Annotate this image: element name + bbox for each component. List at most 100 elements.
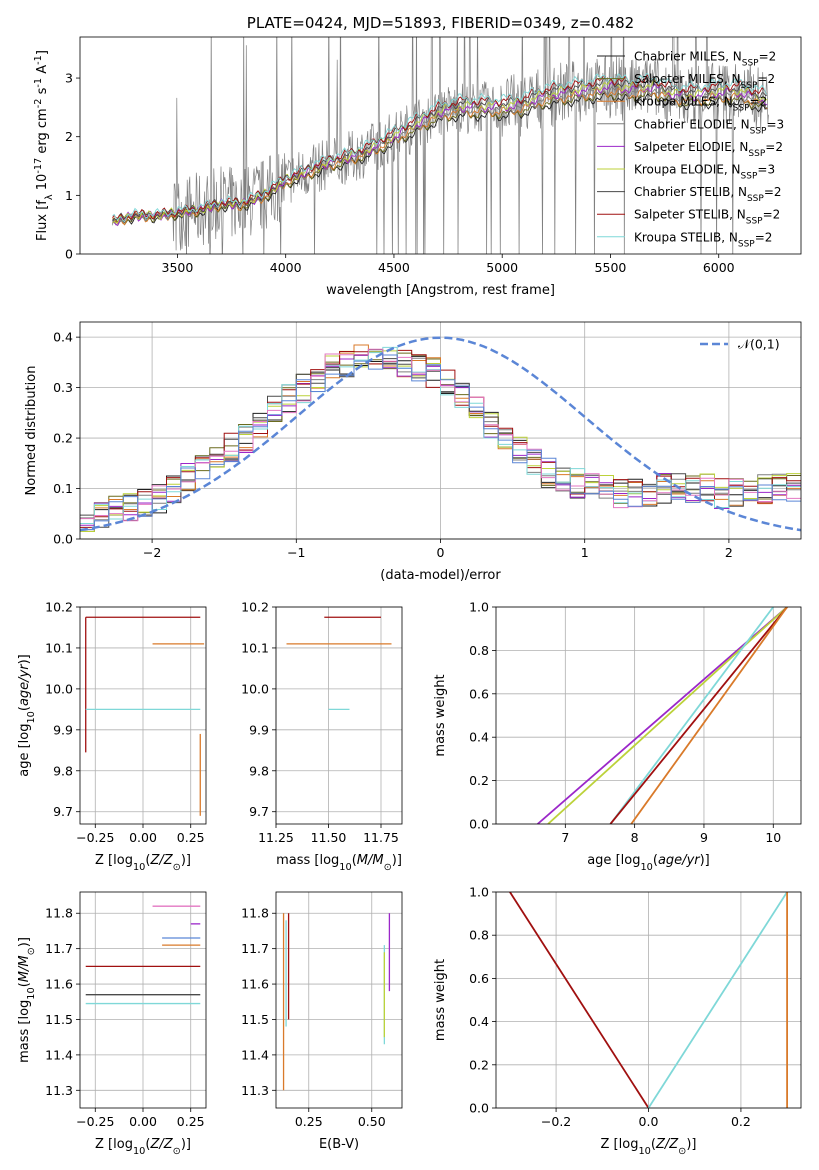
x-tick-label: 9 [700, 830, 708, 845]
legend-label: Salpeter STELIB, NSSP=2 [634, 208, 780, 227]
legend-label: Salpeter MILES, NSSP=2 [634, 72, 775, 91]
y-tick-label: 11.6 [241, 977, 269, 992]
y-tick-label: 0.0 [469, 1101, 489, 1116]
axes-frame [79, 36, 802, 255]
x-tick-label: 2 [725, 545, 733, 560]
y-tick-label: 0.8 [469, 928, 489, 943]
axes-layer [76, 36, 802, 1112]
y-axis-label: mass [log10(M/M⊙)] [17, 937, 37, 1063]
x-axis-label: (data-model)/error [380, 568, 501, 583]
y-tick-label: 11.3 [45, 1083, 73, 1098]
y-tick-label: 10.0 [45, 681, 73, 696]
text-layer: 3500 4000 4500 5000 5500 6000 0 1 2 3 wavelength [… [17, 14, 781, 1157]
y-tick-label: 0 [65, 247, 73, 262]
legend-label: Kroupa ELODIE, NSSP=3 [634, 163, 775, 182]
y-axis-label: Normed distribution [24, 366, 39, 496]
y-tick-label: 11.4 [241, 1047, 269, 1062]
x-tick-label: 0.00 [129, 830, 157, 845]
y-tick-label: 11.5 [45, 1012, 73, 1027]
y-tick-label: 0.8 [469, 643, 489, 658]
x-tick-label: 0.25 [295, 1114, 323, 1129]
y-tick-label: 11.8 [241, 906, 269, 921]
y-tick-label: 11.4 [45, 1047, 73, 1062]
y-tick-label: 11.6 [45, 977, 73, 992]
y-axis-label: age [log10(age/yr)] [17, 654, 37, 777]
x-tick-label: 4000 [270, 260, 302, 275]
x-tick-label: −0.2 [541, 1114, 571, 1129]
x-tick-label: −0.25 [76, 830, 114, 845]
x-tick-label: 11.75 [363, 830, 399, 845]
x-tick-label: 0.2 [731, 1114, 751, 1129]
x-tick-label: 0.25 [177, 830, 205, 845]
x-tick-label: 0.25 [177, 1114, 205, 1129]
y-tick-label: 0.1 [53, 481, 73, 496]
cumulative-line [630, 607, 788, 824]
normal-curve-line [80, 336, 801, 532]
y-tick-label: 11.8 [45, 906, 73, 921]
y-tick-label: 9.9 [249, 722, 269, 737]
y-tick-label: 10.2 [241, 600, 269, 615]
x-axis-label: age [log10(age/yr)] [587, 853, 710, 873]
model-spectrum-line [112, 72, 768, 223]
x-tick-label: 1 [581, 545, 589, 560]
x-tick-label: 3500 [162, 260, 194, 275]
x-tick-label: 6000 [703, 260, 735, 275]
x-axis-label: wavelength [Angstrom, rest frame] [326, 283, 555, 298]
cumulative-line [509, 892, 650, 1108]
x-axis-label: E(B-V) [319, 1137, 359, 1152]
x-tick-label: 11.25 [258, 830, 294, 845]
y-tick-label: 3 [65, 71, 73, 86]
y-tick-label: 0.4 [469, 730, 489, 745]
y-axis-label: Flux [fλ 10-17 erg cm-2 s-1 A-1] [33, 50, 55, 241]
y-tick-label: 11.3 [241, 1083, 269, 1098]
legend-label: Chabrier MILES, NSSP=2 [634, 50, 776, 69]
x-tick-label: −2 [143, 545, 161, 560]
chart-title: PLATE=0424, MJD=51893, FIBERID=0349, z=0… [247, 14, 634, 32]
x-tick-label: 0.00 [129, 1114, 157, 1129]
y-tick-label: 9.7 [249, 804, 269, 819]
y-tick-label: 0.0 [469, 817, 489, 832]
y-tick-label: 0.3 [53, 380, 73, 395]
y-tick-label: 9.9 [53, 722, 73, 737]
y-tick-label: 10.0 [241, 681, 269, 696]
y-tick-label: 0.6 [469, 686, 489, 701]
cumulative-line [609, 607, 788, 824]
y-tick-label: 11.7 [45, 941, 73, 956]
y-tick-label: 0.4 [469, 1014, 489, 1029]
legend-layer: Chabrier MILES, NSSP=2 Salpeter MILES, NS… [597, 50, 784, 352]
x-tick-label: 10 [765, 830, 781, 845]
legend-label: 𝒩(0,1) [738, 337, 780, 352]
x-tick-label: 5000 [486, 260, 518, 275]
axes-frame [275, 891, 403, 1109]
x-tick-label: −0.25 [76, 1114, 114, 1129]
axes-frame [495, 606, 802, 825]
x-tick-label: 8 [631, 830, 639, 845]
legend-label: Salpeter ELODIE, NSSP=2 [634, 140, 783, 159]
x-tick-label: −1 [287, 545, 305, 560]
legend-label: Kroupa MILES, NSSP=2 [634, 95, 767, 114]
y-tick-label: 9.7 [53, 804, 73, 819]
legend-label: Chabrier ELODIE, NSSP=3 [634, 117, 784, 136]
x-tick-label: 11.50 [311, 830, 347, 845]
y-tick-label: 9.8 [249, 763, 269, 778]
x-tick-label: 0.50 [358, 1114, 386, 1129]
y-tick-label: 2 [65, 129, 73, 144]
histogram-step-line [80, 354, 801, 530]
x-tick-label: 7 [561, 830, 569, 845]
x-axis-label: mass [log10(M/M⊙)] [276, 853, 402, 873]
y-tick-label: 1.0 [469, 885, 489, 900]
legend-label: Kroupa STELIB, NSSP=2 [634, 230, 772, 249]
cumulative-line [647, 892, 788, 1108]
y-tick-label: 1 [65, 188, 73, 203]
y-tick-label: 1.0 [469, 600, 489, 615]
y-axis-label: mass weight [433, 959, 448, 1041]
model-spectrum-line [112, 81, 768, 226]
x-axis-label: Z [log10(Z/Z⊙)] [601, 1137, 697, 1157]
y-tick-label: 0.2 [53, 431, 73, 446]
y-tick-label: 10.2 [45, 600, 73, 615]
x-tick-label: 0 [437, 545, 445, 560]
cumulative-line [609, 607, 775, 824]
y-tick-label: 0.6 [469, 971, 489, 986]
